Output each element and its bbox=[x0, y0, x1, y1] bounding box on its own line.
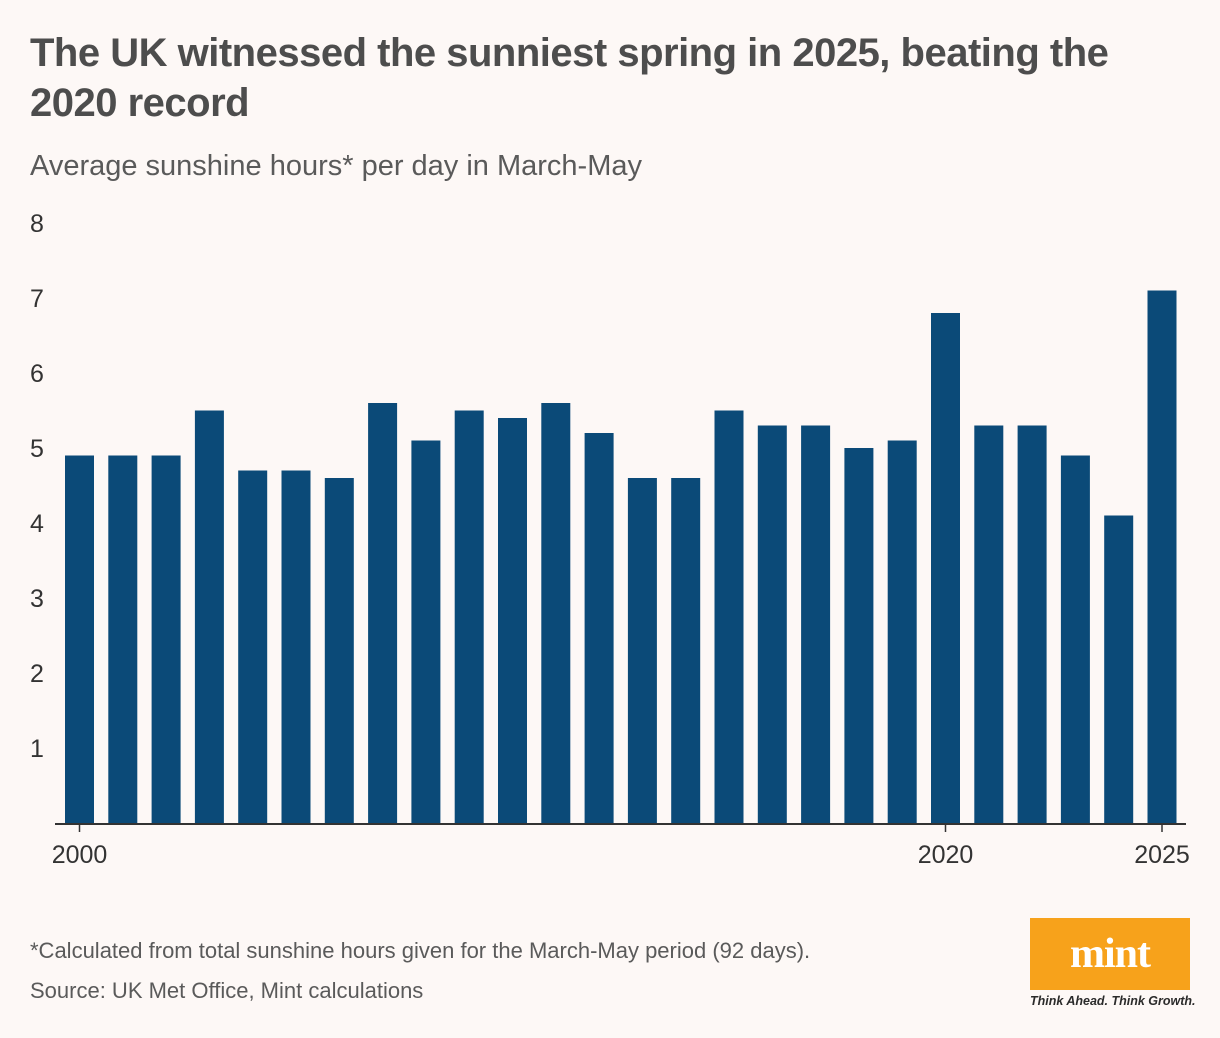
chart-subtitle: Average sunshine hours* per day in March… bbox=[30, 150, 643, 182]
bar-2015 bbox=[714, 410, 744, 823]
bar-2002 bbox=[151, 455, 181, 823]
mint-logo-tagline: Think Ahead. Think Growth. bbox=[1030, 994, 1196, 1008]
x-tick-label: 2025 bbox=[1134, 841, 1190, 869]
bar-2005 bbox=[281, 470, 311, 823]
bar-2020 bbox=[931, 313, 960, 823]
y-tick-label: 7 bbox=[30, 285, 44, 313]
bar-2019 bbox=[887, 440, 917, 823]
bar-2025 bbox=[1147, 290, 1177, 823]
mint-logo-word: mint bbox=[1070, 931, 1151, 977]
bar-2022 bbox=[1017, 425, 1047, 823]
source-note: Source: UK Met Office, Mint calculations bbox=[30, 978, 424, 1003]
bar-2016 bbox=[757, 425, 787, 823]
bar-chart: 1 2 3 4 5 6 7 8 2000 2020 2025 bbox=[30, 210, 1190, 869]
bar-2004 bbox=[238, 470, 268, 823]
bar-2003 bbox=[194, 410, 224, 823]
bar-2007 bbox=[368, 403, 398, 823]
bar-2023 bbox=[1060, 455, 1090, 823]
bar-2001 bbox=[108, 455, 138, 823]
bar-2012 bbox=[584, 433, 614, 823]
bar-2014 bbox=[671, 478, 701, 823]
y-tick-label: 3 bbox=[30, 585, 44, 613]
bar-2010 bbox=[498, 418, 527, 823]
y-tick-label: 2 bbox=[30, 660, 44, 688]
chart-title: The UK witnessed the sunniest spring in … bbox=[30, 31, 1109, 125]
x-axis-ticks: 2000 2020 2025 bbox=[52, 824, 1190, 869]
bar-2008 bbox=[411, 440, 441, 823]
bar-2000 bbox=[65, 455, 94, 823]
y-axis-ticks: 1 2 3 4 5 6 7 8 bbox=[30, 210, 44, 763]
footnote: *Calculated from total sunshine hours gi… bbox=[30, 938, 811, 963]
y-tick-label: 5 bbox=[30, 435, 44, 463]
y-tick-label: 4 bbox=[30, 510, 44, 538]
mint-logo: mint bbox=[1030, 918, 1190, 990]
x-tick-label: 2020 bbox=[918, 841, 974, 869]
bar-2021 bbox=[974, 425, 1004, 823]
bar-2006 bbox=[324, 478, 354, 823]
bar-2017 bbox=[801, 425, 831, 823]
y-tick-label: 8 bbox=[30, 210, 44, 238]
bars-group bbox=[65, 290, 1177, 823]
bar-2013 bbox=[627, 478, 657, 823]
bar-2024 bbox=[1104, 515, 1134, 823]
y-tick-label: 6 bbox=[30, 360, 44, 388]
bar-2009 bbox=[454, 410, 484, 823]
y-tick-label: 1 bbox=[30, 735, 44, 763]
bar-2018 bbox=[844, 448, 874, 823]
x-tick-label: 2000 bbox=[52, 841, 108, 869]
bar-2011 bbox=[541, 403, 571, 823]
